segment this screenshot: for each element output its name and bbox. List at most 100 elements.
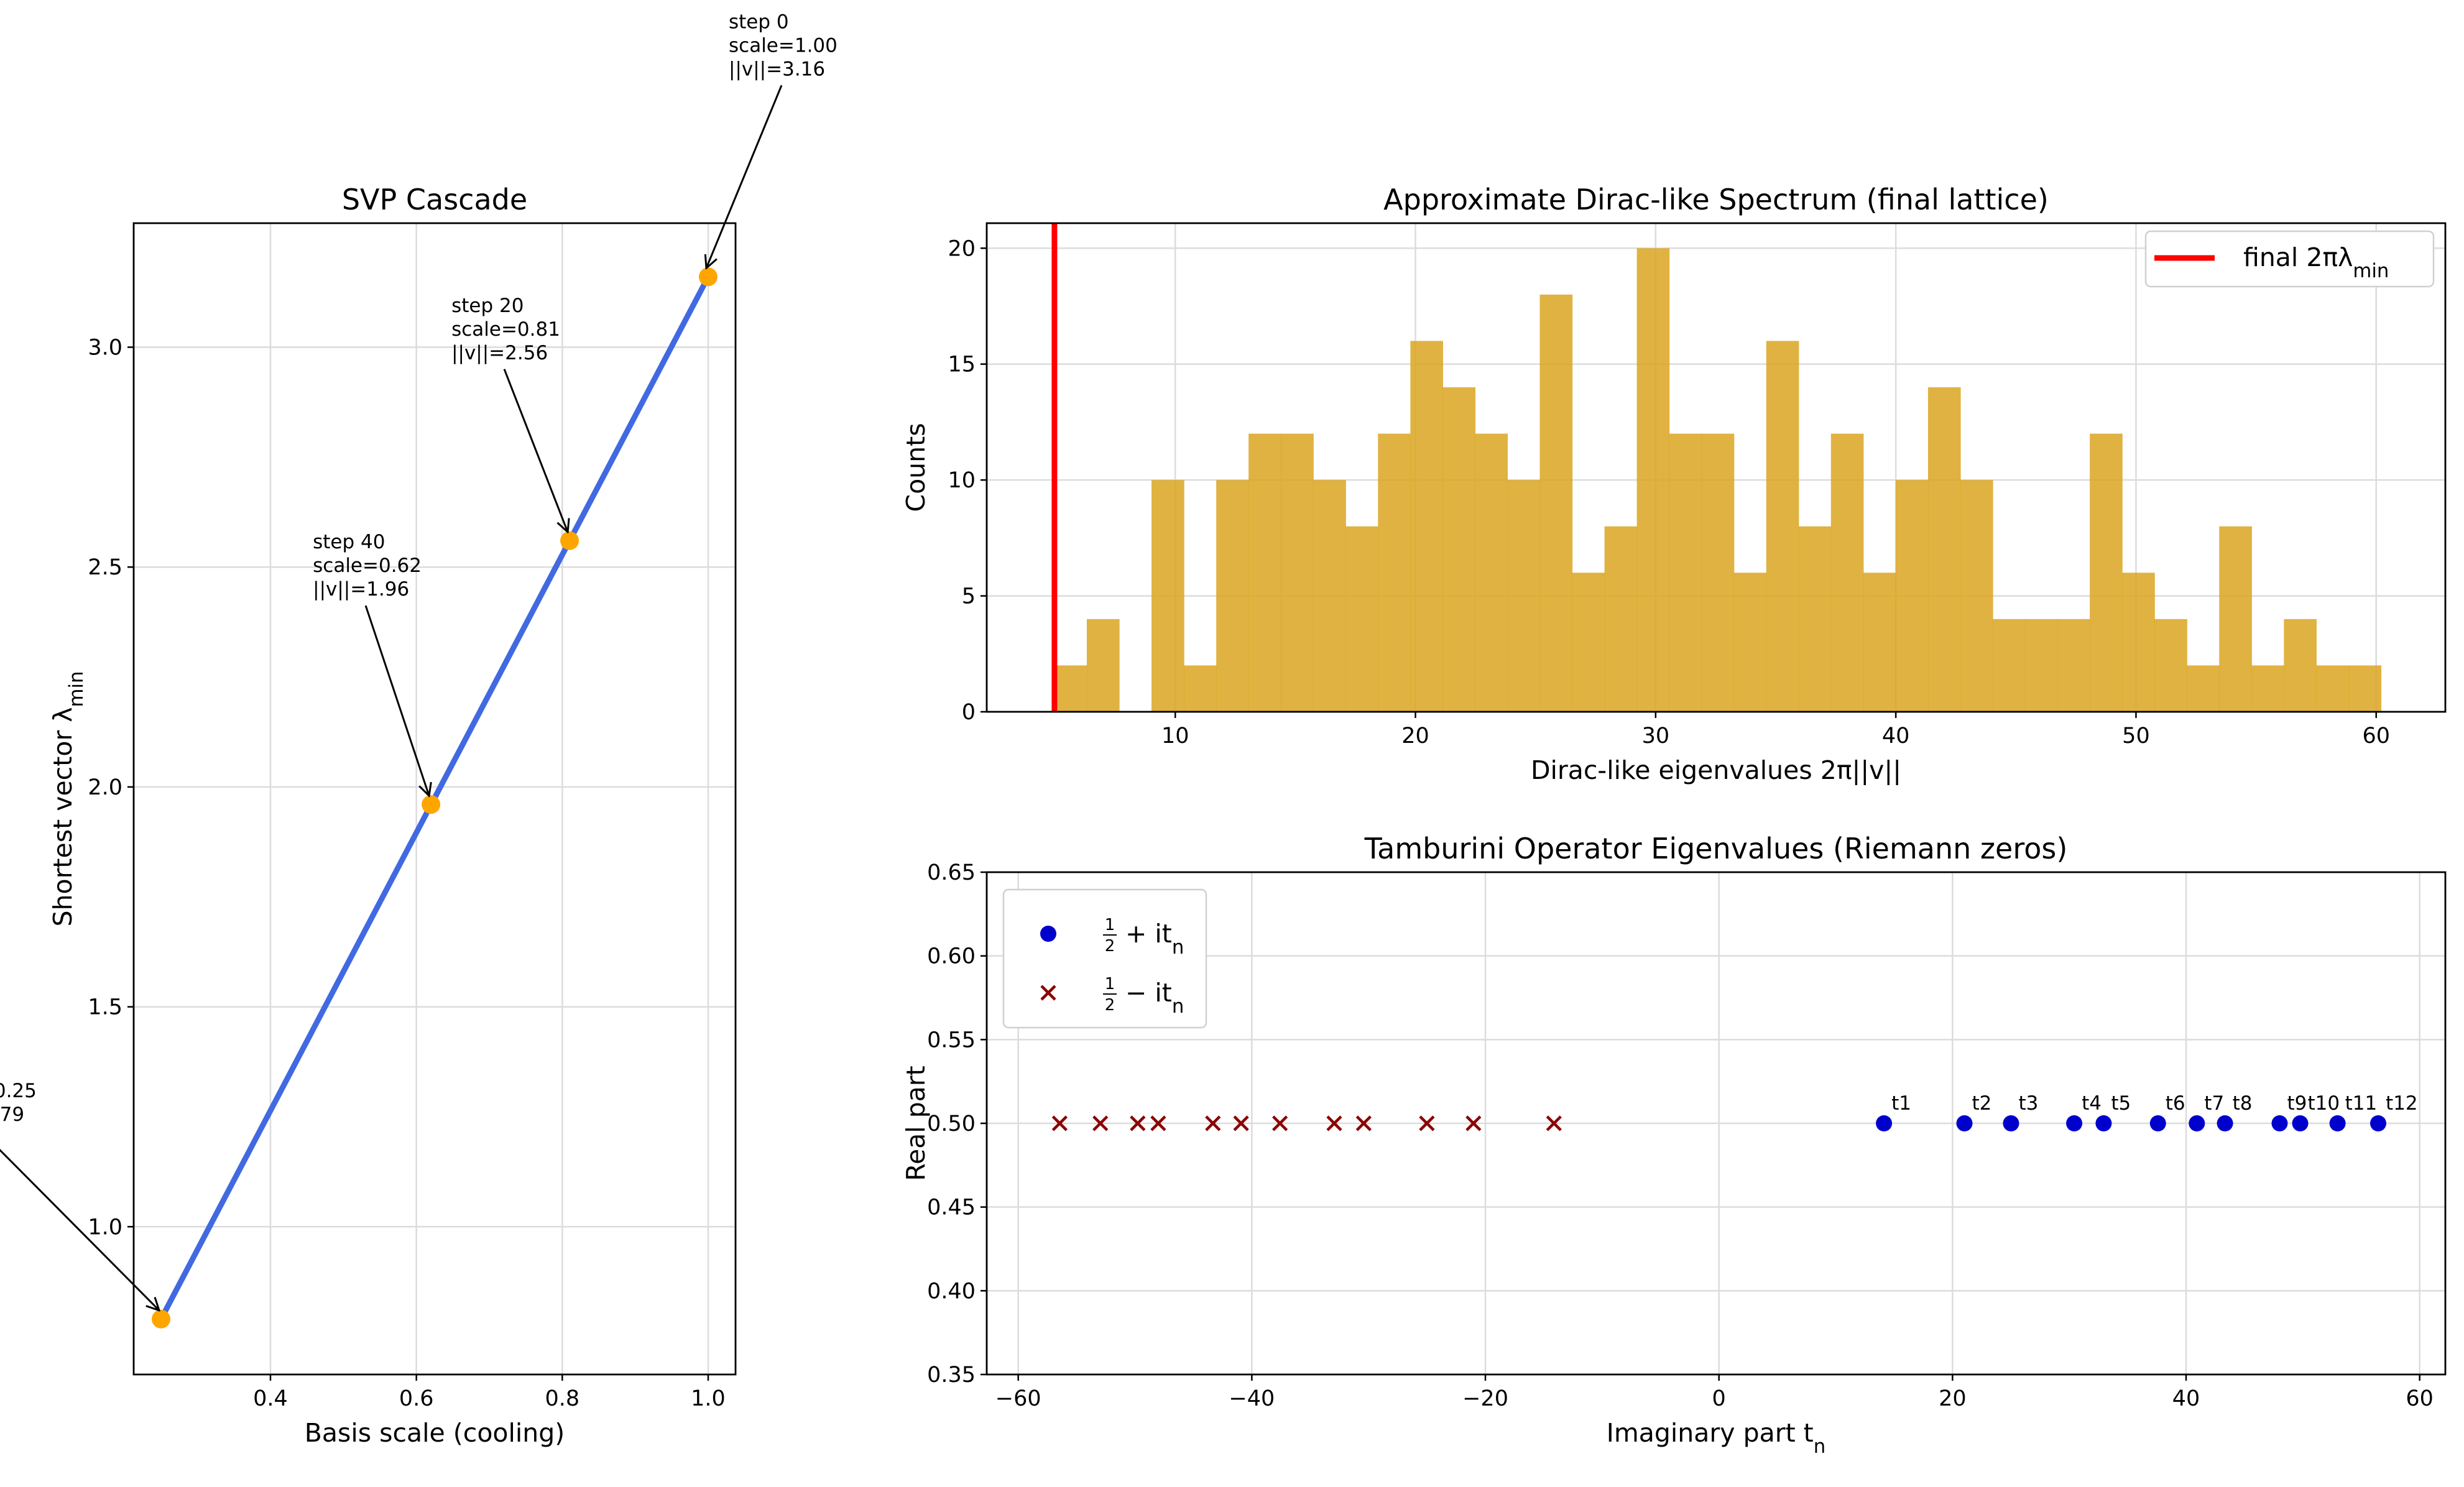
y-tick-label: 0.40 bbox=[927, 1279, 976, 1304]
histogram-bar bbox=[1636, 248, 1670, 712]
annotation-arrow bbox=[503, 369, 568, 532]
annotation-line: scale=0.62 bbox=[313, 555, 422, 577]
zero-point-label: t6 bbox=[2166, 1092, 2185, 1115]
legend: 1 2 + itn 1 2 − itn bbox=[1002, 888, 1207, 1029]
zero-point-positive bbox=[2292, 1115, 2309, 1131]
zero-point-label: t12 bbox=[2386, 1092, 2418, 1115]
legend-label-positive: 1 2 + itn bbox=[1103, 916, 1184, 959]
zero-point-positive bbox=[1956, 1115, 1973, 1131]
histogram-bar bbox=[1766, 341, 1799, 712]
dirac-spectrum-chart: 10 20 30 40 50 60 0 5 10 15 20 Approximate Dirac-li… bbox=[901, 183, 2447, 785]
x-tick-label: 30 bbox=[1642, 724, 1670, 748]
y-tick-label: 5 bbox=[962, 584, 976, 609]
zero-point-label: t5 bbox=[2111, 1092, 2131, 1115]
annotation-line: ||v||=1.96 bbox=[313, 578, 409, 601]
zero-point-positive bbox=[2189, 1115, 2205, 1131]
zero-point-negative bbox=[1051, 1115, 1068, 1131]
zero-point-label: t7 bbox=[2204, 1092, 2224, 1115]
x-tick-label: 10 bbox=[1161, 724, 1189, 748]
histogram-bar bbox=[1410, 341, 1443, 712]
y-tick-label: 2.0 bbox=[88, 775, 122, 800]
chart-title: Approximate Dirac-like Spectrum (final l… bbox=[1383, 183, 2049, 216]
tamburini-eigenvalues-chart: −60 −40 −20 0 20 40 60 0.35 0.40 0.45 0.50 0.55 0.60… bbox=[901, 832, 2447, 1458]
zero-point-positive bbox=[2329, 1115, 2346, 1131]
zero-point-negative bbox=[1355, 1115, 1372, 1131]
histogram-bar bbox=[1604, 526, 1638, 712]
chart-title: Tamburini Operator Eigenvalues (Riemann … bbox=[1364, 832, 2068, 865]
axes-frame bbox=[985, 222, 2447, 713]
zero-point-negative bbox=[1546, 1115, 1562, 1131]
zero-point-positive bbox=[1876, 1115, 1893, 1131]
y-tick-label: 1.0 bbox=[88, 1215, 122, 1240]
histogram-bar bbox=[1507, 480, 1541, 712]
step-annotation: step 79scale=0.25||v||=0.79 bbox=[0, 1056, 159, 1310]
histogram-bar bbox=[1054, 665, 1087, 712]
annotation-line: scale=0.25 bbox=[0, 1080, 37, 1102]
grid-lines bbox=[134, 223, 736, 1374]
histogram-bar bbox=[2154, 619, 2187, 712]
y-tick-label: 0.45 bbox=[927, 1195, 976, 1220]
x-tick-label: 50 bbox=[2122, 724, 2150, 748]
zero-point-label: t4 bbox=[2082, 1092, 2102, 1115]
y-tick-label: 0.55 bbox=[927, 1028, 976, 1052]
zero-point-label: t1 bbox=[1891, 1092, 1911, 1115]
zero-point-negative bbox=[1233, 1115, 1249, 1131]
annotation-arrow bbox=[706, 85, 783, 268]
zero-point-negative bbox=[1419, 1115, 1435, 1131]
histogram-bar bbox=[1669, 433, 1702, 712]
x-tick-label: 60 bbox=[2406, 1386, 2434, 1411]
fraction-denominator: 2 bbox=[1105, 996, 1115, 1015]
histogram-bar bbox=[1216, 480, 1249, 712]
y-tick-label: 2.5 bbox=[88, 555, 122, 580]
histogram-bar bbox=[1539, 294, 1573, 712]
histogram-bar bbox=[1572, 573, 1605, 712]
y-tick-label: 0 bbox=[962, 700, 976, 725]
chart-title: SVP Cascade bbox=[342, 183, 527, 216]
histogram-bar bbox=[1701, 433, 1735, 712]
zero-point-negative bbox=[1130, 1115, 1146, 1131]
legend: final 2πλmin bbox=[2144, 230, 2435, 288]
zero-point-label: t9 bbox=[2287, 1092, 2307, 1115]
x-tick-label: 0.6 bbox=[399, 1386, 434, 1411]
legend-circle-marker bbox=[1040, 926, 1056, 942]
fraction-denominator: 2 bbox=[1105, 937, 1115, 955]
fraction-numerator: 1 bbox=[1105, 975, 1115, 993]
x-tick-label: −40 bbox=[1229, 1386, 1275, 1411]
histogram-bar bbox=[2284, 619, 2317, 712]
legend-box bbox=[2144, 230, 2435, 288]
histogram-bar bbox=[1151, 480, 1184, 712]
histogram-bar bbox=[1086, 619, 1120, 712]
zero-point-positive bbox=[2003, 1115, 2019, 1131]
histogram-bar bbox=[1345, 526, 1378, 712]
x-axis-label: Basis scale (cooling) bbox=[305, 1418, 565, 1448]
zero-point-positive bbox=[2369, 1115, 2386, 1131]
annotation-line: step 20 bbox=[451, 295, 524, 317]
histogram-bar bbox=[2316, 665, 2350, 712]
zero-point-label: t8 bbox=[2233, 1092, 2253, 1115]
legend-label-text: − itn bbox=[1125, 978, 1184, 1018]
x-tick-label: 20 bbox=[1939, 1386, 1967, 1411]
axes-frame bbox=[985, 871, 2447, 1376]
histogram-bar bbox=[1960, 480, 1993, 712]
annotation-line: ||v||=0.79 bbox=[0, 1103, 24, 1126]
x-tick-label: 40 bbox=[1882, 724, 1910, 748]
legend-label-negative: 1 2 − itn bbox=[1103, 975, 1184, 1018]
x-tick-label: −60 bbox=[995, 1386, 1041, 1411]
zero-point-negative bbox=[1326, 1115, 1342, 1131]
zero-point-positive bbox=[2095, 1115, 2112, 1131]
x-tick-label: 60 bbox=[2362, 724, 2390, 748]
y-tick-label: 0.50 bbox=[927, 1112, 976, 1136]
zero-point-positive bbox=[2217, 1115, 2233, 1131]
histogram-bars bbox=[1054, 248, 2382, 712]
zero-point-positive bbox=[2149, 1115, 2166, 1131]
zero-point-negative bbox=[1205, 1115, 1221, 1131]
legend-label-text: + itn bbox=[1125, 919, 1184, 959]
zero-point-negative bbox=[1272, 1115, 1288, 1131]
y-tick-label: 0.35 bbox=[927, 1363, 976, 1388]
y-tick-label: 10 bbox=[948, 468, 976, 493]
histogram-bar bbox=[2090, 433, 2123, 712]
histogram-bar bbox=[1313, 480, 1346, 712]
